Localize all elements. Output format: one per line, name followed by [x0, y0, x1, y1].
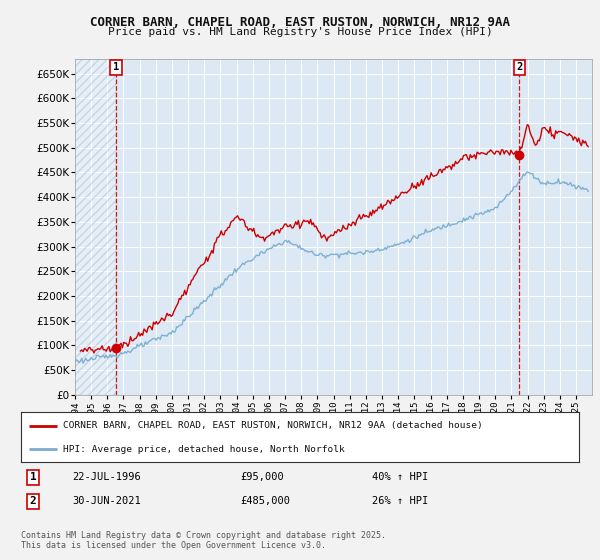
Text: 1: 1	[29, 472, 37, 482]
Text: 1: 1	[113, 62, 119, 72]
Text: 2: 2	[29, 496, 37, 506]
Text: 30-JUN-2021: 30-JUN-2021	[72, 496, 141, 506]
Text: 2: 2	[517, 62, 523, 72]
Text: 40% ↑ HPI: 40% ↑ HPI	[372, 472, 428, 482]
Text: CORNER BARN, CHAPEL ROAD, EAST RUSTON, NORWICH, NR12 9AA (detached house): CORNER BARN, CHAPEL ROAD, EAST RUSTON, N…	[63, 421, 482, 430]
Text: 26% ↑ HPI: 26% ↑ HPI	[372, 496, 428, 506]
Text: HPI: Average price, detached house, North Norfolk: HPI: Average price, detached house, Nort…	[63, 445, 344, 454]
Bar	[75, 59, 116, 395]
Text: Price paid vs. HM Land Registry's House Price Index (HPI): Price paid vs. HM Land Registry's House …	[107, 27, 493, 37]
Text: Contains HM Land Registry data © Crown copyright and database right 2025.
This d: Contains HM Land Registry data © Crown c…	[21, 531, 386, 550]
Text: £485,000: £485,000	[240, 496, 290, 506]
Text: CORNER BARN, CHAPEL ROAD, EAST RUSTON, NORWICH, NR12 9AA: CORNER BARN, CHAPEL ROAD, EAST RUSTON, N…	[90, 16, 510, 29]
Text: 22-JUL-1996: 22-JUL-1996	[72, 472, 141, 482]
Bar	[75, 59, 116, 395]
Text: £95,000: £95,000	[240, 472, 284, 482]
